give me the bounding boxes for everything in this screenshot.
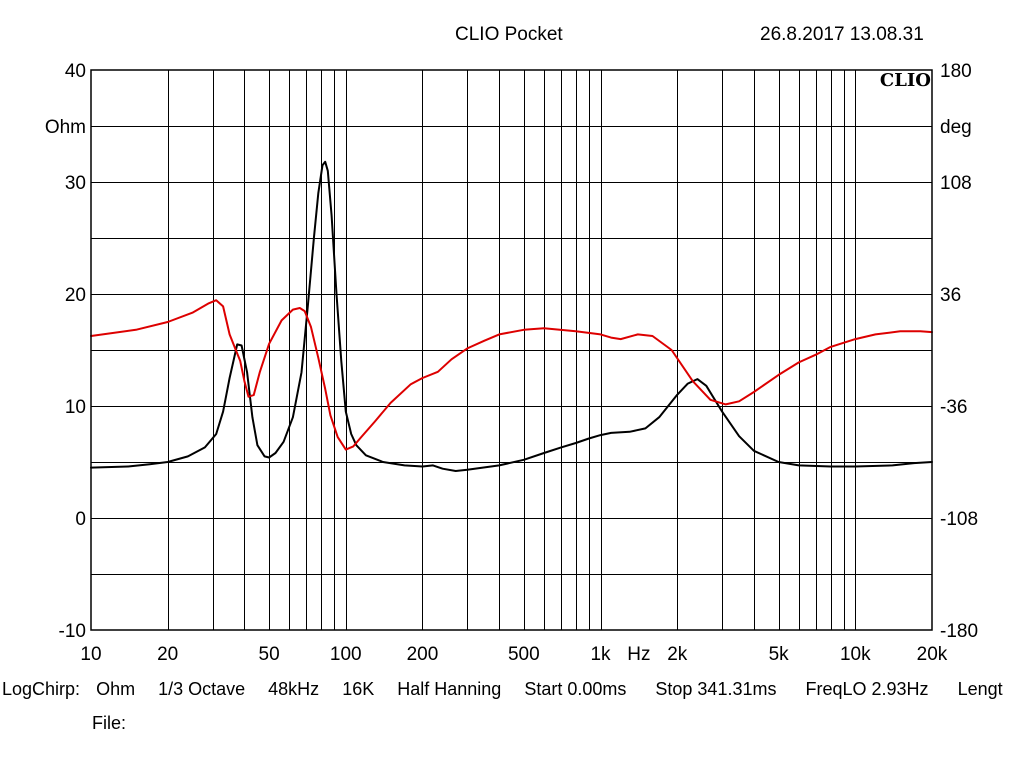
y-right-tick-label: -36: [940, 397, 967, 418]
y-left-tick-label: 40: [65, 61, 86, 82]
freq-lo-label: FreqLO 2.93Hz: [805, 679, 929, 699]
grid: [91, 70, 932, 630]
length-label: Lengt: [957, 679, 1003, 699]
x-axis-unit: Hz: [627, 644, 650, 665]
y-left-tick-label: -10: [59, 621, 86, 642]
stop-label: Stop 341.31ms: [655, 679, 777, 699]
x-tick-label: 10: [80, 644, 101, 665]
y-right-tick-label: 36: [940, 285, 961, 306]
file-label: File:: [92, 713, 127, 733]
start-label: Start 0.00ms: [524, 679, 627, 699]
y-left-tick-label: 10: [65, 397, 86, 418]
x-tick-label: 100: [330, 644, 362, 665]
x-tick-label: 2k: [667, 644, 688, 665]
measurement-settings: LogChirp: Ohm 1/3 Octave 48kHz 16K Half …: [2, 679, 1003, 700]
x-tick-label: 5k: [769, 644, 790, 665]
y-right-tick-label: -180: [940, 621, 978, 642]
x-tick-label: 50: [259, 644, 280, 665]
y-right-tick-label: -108: [940, 509, 978, 530]
phase-curve: [90, 299, 933, 451]
x-tick-label: 10k: [840, 644, 871, 665]
y-left-axis-label: Ohm: [45, 117, 86, 138]
series-layer: [90, 160, 933, 472]
x-tick-label: 20k: [917, 644, 948, 665]
y-right-axis-label: deg: [940, 117, 972, 138]
magnitude-curve: [90, 160, 933, 472]
x-tick-label: 200: [407, 644, 439, 665]
smoothing-label: 1/3 Octave: [158, 679, 246, 699]
unit-label: Ohm: [96, 679, 136, 699]
fft-size-label: 16K: [342, 679, 375, 699]
clio-logo: CLIO: [880, 70, 931, 91]
y-left-tick-label: 20: [65, 285, 86, 306]
x-tick-label: 500: [508, 644, 540, 665]
sample-rate-label: 48kHz: [268, 679, 320, 699]
chart-title: CLIO Pocket: [455, 24, 563, 45]
x-tick-label: 20: [157, 644, 178, 665]
x-tick-label: 1k: [590, 644, 611, 665]
mode-label: LogChirp:: [2, 679, 81, 699]
window-label: Half Hanning: [397, 679, 502, 699]
plot-frame: [90, 69, 933, 631]
axis-labels: 10 20 50 100 200 500 1k 2k 5k 10k 20k Hz -10 0 10 20 30 4…: [45, 61, 978, 665]
y-right-tick-label: 180: [940, 61, 972, 82]
impedance-chart: 10 20 50 100 200 500 1k 2k 5k 10k 20k Hz -10 0 10 20 30 4…: [45, 61, 978, 665]
timestamp: 26.8.2017 13.08.31: [760, 24, 924, 45]
y-left-tick-label: 30: [65, 173, 86, 194]
y-left-tick-label: 0: [75, 509, 86, 530]
y-right-tick-label: 108: [940, 173, 972, 194]
